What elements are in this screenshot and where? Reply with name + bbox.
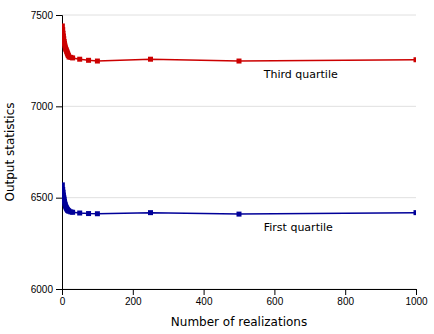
y-axis-title: Output statistics bbox=[3, 103, 17, 202]
x-tick-mark bbox=[345, 289, 346, 295]
x-tick-mark bbox=[274, 289, 275, 295]
series-line bbox=[62, 185, 416, 214]
y-tick: 7500 bbox=[31, 10, 62, 21]
chart-container: 0 200 400 600 800 1000 6000 6500 7000 7500 Third q… bbox=[0, 0, 434, 334]
series-marker bbox=[148, 57, 153, 62]
series-marker bbox=[95, 211, 100, 216]
x-tick: 0 bbox=[60, 289, 66, 307]
x-axis-title: Number of realizations bbox=[171, 315, 307, 329]
series-marker bbox=[70, 55, 75, 60]
series-marker bbox=[86, 211, 91, 216]
series-marker bbox=[77, 57, 82, 62]
grid bbox=[62, 15, 416, 289]
y-tick: 6000 bbox=[31, 284, 62, 295]
series-marker bbox=[237, 59, 242, 64]
y-tick: 6500 bbox=[31, 192, 62, 203]
x-tick: 600 bbox=[267, 289, 284, 307]
x-tick-label: 400 bbox=[196, 296, 213, 307]
series-marker bbox=[414, 57, 417, 62]
plot-area: 0 200 400 600 800 1000 6000 6500 7000 7500 Third q… bbox=[31, 10, 428, 307]
series-line bbox=[62, 26, 416, 61]
x-tick: 800 bbox=[337, 289, 354, 307]
x-tick-mark bbox=[416, 289, 417, 295]
grid-line bbox=[62, 15, 416, 16]
y-tick: 7000 bbox=[31, 101, 62, 112]
series-marker bbox=[237, 212, 242, 217]
series-marker bbox=[95, 59, 100, 64]
series-labels: Third quartile First quartile bbox=[263, 68, 338, 234]
series-marker bbox=[86, 58, 91, 63]
x-tick-label: 1000 bbox=[405, 296, 428, 307]
y-tick-mark bbox=[56, 15, 62, 16]
y-tick-label: 6500 bbox=[31, 192, 54, 203]
y-axis-line bbox=[56, 16, 63, 290]
y-tick-label: 6000 bbox=[31, 284, 54, 295]
x-tick-mark bbox=[133, 289, 134, 295]
series-label: Third quartile bbox=[263, 68, 338, 81]
y-tick-mark bbox=[56, 289, 62, 290]
series-marker bbox=[70, 210, 75, 215]
x-tick: 200 bbox=[125, 289, 142, 307]
y-axis: 6000 6500 7000 7500 bbox=[31, 10, 63, 295]
series-label: First quartile bbox=[264, 221, 333, 234]
series-marker bbox=[62, 182, 65, 187]
x-axis: 0 200 400 600 800 1000 bbox=[60, 289, 428, 307]
y-tick-label: 7000 bbox=[31, 101, 54, 112]
x-tick-label: 0 bbox=[60, 296, 66, 307]
x-tick-mark bbox=[204, 289, 205, 295]
series-marker bbox=[148, 210, 153, 215]
series-marker bbox=[77, 211, 82, 216]
x-tick-label: 200 bbox=[125, 296, 142, 307]
grid-line bbox=[62, 197, 416, 198]
y-tick-label: 7500 bbox=[31, 10, 54, 21]
marks bbox=[62, 23, 416, 216]
x-tick: 400 bbox=[196, 289, 213, 307]
y-tick-mark bbox=[56, 198, 62, 199]
x-axis-line bbox=[63, 290, 417, 296]
x-tick-label: 600 bbox=[267, 296, 284, 307]
grid-line bbox=[62, 106, 416, 107]
chart-svg: 0 200 400 600 800 1000 6000 6500 7000 7500 Third q… bbox=[0, 0, 434, 334]
y-tick-mark bbox=[56, 106, 62, 107]
series-marker bbox=[414, 210, 417, 215]
x-tick-label: 800 bbox=[337, 296, 354, 307]
x-tick: 1000 bbox=[405, 289, 428, 307]
